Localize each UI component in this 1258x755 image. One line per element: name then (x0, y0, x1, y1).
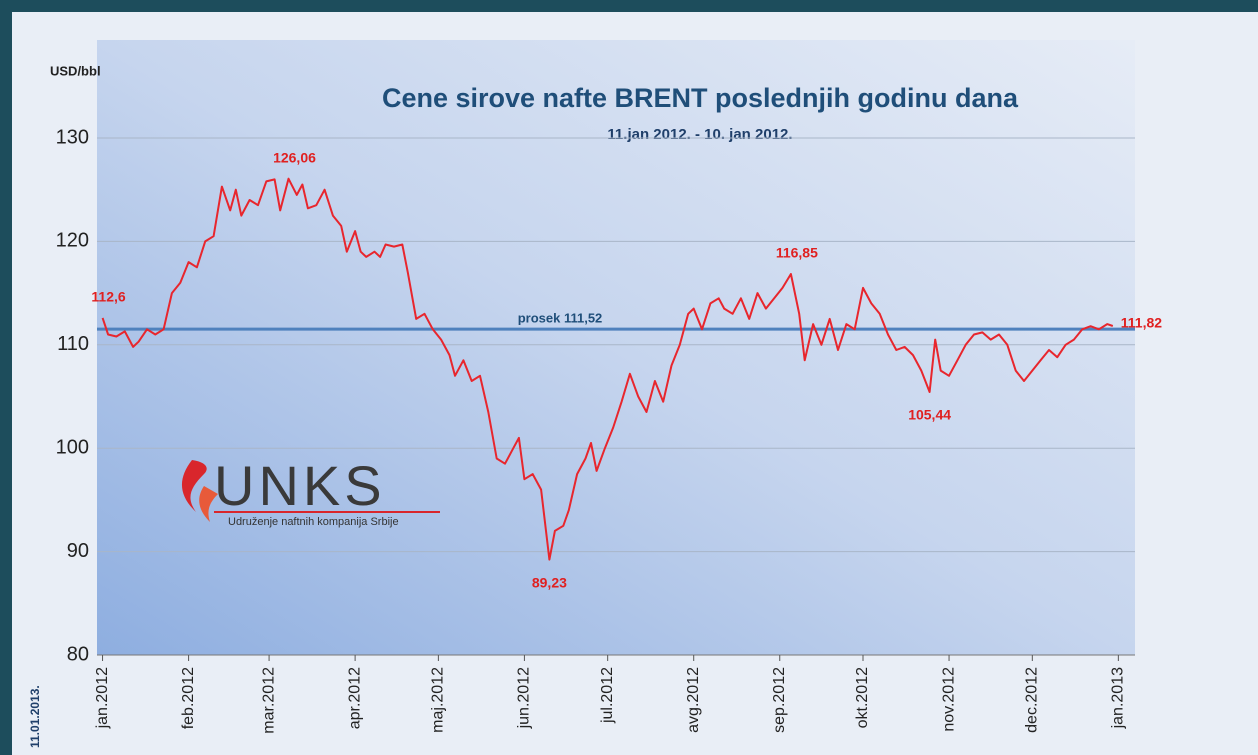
average-label: prosek 111,52 (518, 311, 603, 326)
value-label: 126,06 (273, 149, 316, 165)
x-tick-label: okt.2012 (854, 667, 871, 728)
chart-title: Cene sirove nafte BRENT poslednjih godin… (382, 83, 1019, 113)
logo-subtitle: Udruženje naftnih kompanija Srbije (228, 516, 399, 528)
chart-subtitle: 11.jan 2012. - 10. jan 2012. (607, 126, 792, 143)
x-tick-label: apr.2012 (346, 667, 363, 729)
logo-flame (199, 486, 218, 522)
x-tick-label: sep.2012 (771, 667, 788, 733)
x-tick-label: jul.2012 (599, 667, 616, 724)
x-tick-label: jan.2013 (1110, 667, 1127, 729)
x-tick-label: nov.2012 (940, 667, 957, 732)
logo-flame (181, 460, 207, 512)
y-tick-label: 120 (56, 230, 89, 252)
x-tick-label: jan.2012 (94, 667, 111, 729)
y-tick-label: 130 (56, 126, 89, 148)
value-label: 105,44 (908, 407, 951, 423)
x-tick-label: jun.2012 (516, 667, 533, 729)
logo: UNKS Udruženje naftnih kompanija Srbije (181, 454, 440, 528)
y-tick-label: 100 (56, 436, 89, 458)
date-note: 11.01.2013. (28, 685, 42, 748)
logo-text: UNKS (214, 454, 386, 517)
value-label: 112,6 (91, 289, 125, 305)
x-tick-label: maj.2012 (430, 667, 447, 733)
plot-area (97, 40, 1135, 655)
value-label: 89,23 (532, 574, 567, 590)
y-axis-label: USD/bbl (50, 63, 101, 78)
y-tick-label: 80 (67, 643, 89, 665)
x-tick-label: mar.2012 (260, 667, 277, 734)
y-tick-label: 110 (57, 333, 89, 355)
value-label: 116,85 (776, 245, 818, 261)
x-tick-label: dec.2012 (1024, 667, 1041, 733)
y-tick-label: 90 (67, 540, 89, 562)
value-label: 111,82 (1121, 315, 1162, 331)
x-tick-label: avg.2012 (685, 667, 702, 733)
x-tick-label: feb.2012 (180, 667, 197, 729)
price-line (101, 177, 1114, 561)
